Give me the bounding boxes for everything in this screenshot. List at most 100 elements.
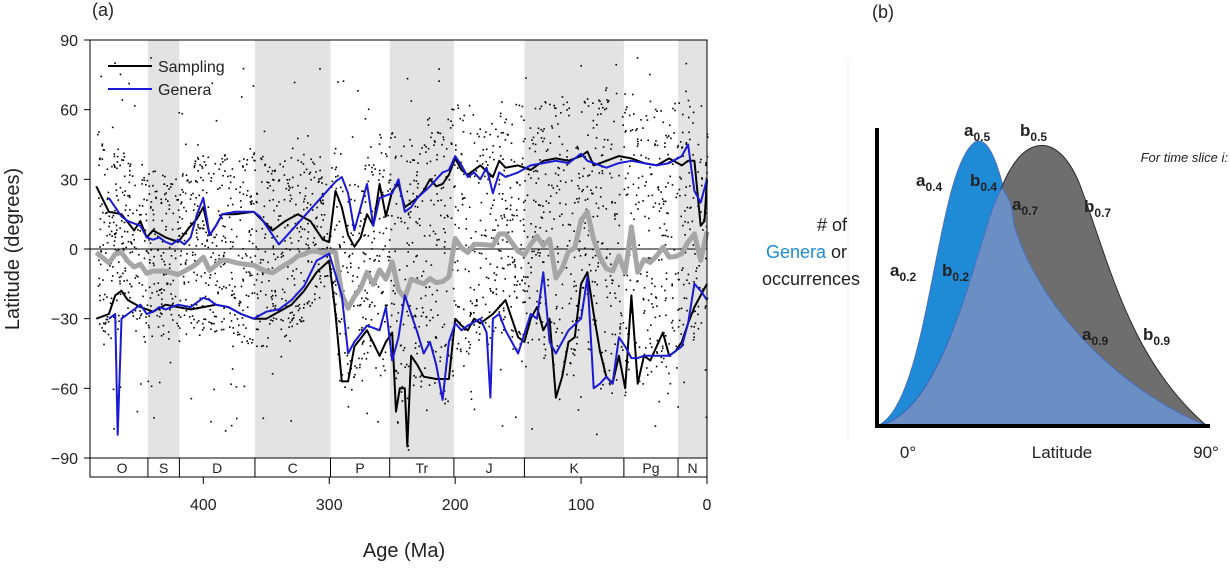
occurrence-point xyxy=(154,233,156,236)
occurrence-point xyxy=(289,312,292,314)
occurrence-point xyxy=(179,254,182,257)
occurrence-point xyxy=(519,333,522,335)
occurrence-point xyxy=(498,192,501,195)
occurrence-point xyxy=(290,157,293,159)
occurrence-point xyxy=(699,161,702,164)
occurrence-point xyxy=(238,324,240,327)
occurrence-point xyxy=(229,175,232,177)
occurrence-point xyxy=(313,244,316,247)
occurrence-point xyxy=(650,293,653,295)
occurrence-point xyxy=(515,103,518,106)
occurrence-point xyxy=(606,99,608,101)
occurrence-point xyxy=(207,156,210,159)
occurrence-point xyxy=(638,346,641,348)
occurrence-point xyxy=(492,145,495,147)
occurrence-point xyxy=(272,317,275,319)
occurrence-point xyxy=(125,204,127,207)
occurrence-point xyxy=(357,90,359,92)
occurrence-point xyxy=(205,164,207,166)
occurrence-point xyxy=(218,214,221,216)
occurrence-point xyxy=(171,183,174,186)
occurrence-point xyxy=(285,305,288,307)
occurrence-point xyxy=(611,202,613,204)
occurrence-point xyxy=(223,251,226,254)
occurrence-point xyxy=(525,77,527,79)
occurrence-point xyxy=(114,166,116,169)
occurrence-point xyxy=(395,377,398,380)
b-ylabel-line1: # of xyxy=(817,215,848,235)
occurrence-point xyxy=(402,323,405,326)
occurrence-point xyxy=(656,352,659,354)
occurrence-point xyxy=(297,159,299,162)
occurrence-point xyxy=(232,327,234,329)
occurrence-point xyxy=(313,237,316,239)
occurrence-point xyxy=(460,161,462,164)
occurrence-point xyxy=(144,240,146,242)
occurrence-point xyxy=(582,286,584,289)
occurrence-point xyxy=(686,206,689,209)
occurrence-point xyxy=(534,143,537,146)
occurrence-point xyxy=(485,257,487,260)
occurrence-point xyxy=(505,118,507,121)
occurrence-point xyxy=(166,185,169,187)
occurrence-point xyxy=(143,198,145,201)
occurrence-point xyxy=(112,214,115,217)
occurrence-point xyxy=(121,191,124,194)
occurrence-point xyxy=(119,164,121,167)
occurrence-point xyxy=(378,231,381,234)
occurrence-point xyxy=(566,245,569,247)
occurrence-point xyxy=(242,278,244,281)
occurrence-point xyxy=(361,190,363,192)
occurrence-point xyxy=(386,155,388,158)
occurrence-point xyxy=(439,356,442,359)
occurrence-point xyxy=(557,123,559,125)
occurrence-point xyxy=(243,267,245,270)
occurrence-point xyxy=(350,232,352,235)
occurrence-point xyxy=(459,348,462,351)
occurrence-point xyxy=(155,197,157,200)
occurrence-point xyxy=(555,331,557,333)
occurrence-point xyxy=(150,249,153,251)
occurrence-point xyxy=(545,200,548,202)
occurrence-point xyxy=(200,275,203,278)
occurrence-point xyxy=(213,173,215,175)
occurrence-point xyxy=(665,229,668,232)
occurrence-point xyxy=(283,198,286,201)
occurrence-point xyxy=(513,214,515,217)
occurrence-point xyxy=(188,181,191,184)
occurrence-point xyxy=(161,258,163,261)
occurrence-point xyxy=(113,163,115,166)
occurrence-point xyxy=(572,374,575,377)
occurrence-point xyxy=(344,352,346,354)
occurrence-point xyxy=(240,96,243,98)
occurrence-point xyxy=(650,324,652,326)
occurrence-point xyxy=(523,209,526,211)
occurrence-point xyxy=(406,160,408,163)
occurrence-point xyxy=(431,293,434,296)
occurrence-point xyxy=(372,164,375,166)
occurrence-point xyxy=(586,198,589,200)
occurrence-point xyxy=(556,327,559,330)
occurrence-point xyxy=(177,221,179,223)
occurrence-point xyxy=(690,325,693,328)
occurrence-point xyxy=(595,202,598,205)
occurrence-point xyxy=(568,114,570,117)
occurrence-point xyxy=(649,338,651,340)
occurrence-point xyxy=(114,209,116,212)
occurrence-point xyxy=(309,305,312,307)
occurrence-point xyxy=(705,212,707,214)
occurrence-point xyxy=(359,225,361,227)
occurrence-point xyxy=(236,417,238,420)
occurrence-point xyxy=(266,345,268,348)
occurrence-point xyxy=(222,263,225,266)
occurrence-point xyxy=(409,305,411,307)
occurrence-point xyxy=(603,138,606,141)
occurrence-point xyxy=(614,218,616,220)
occurrence-point xyxy=(578,177,581,179)
occurrence-point xyxy=(531,428,533,430)
occurrence-point xyxy=(219,163,222,166)
occurrence-point xyxy=(98,164,100,167)
occurrence-point xyxy=(453,186,455,188)
occurrence-point xyxy=(217,291,219,293)
occurrence-point xyxy=(182,191,184,193)
